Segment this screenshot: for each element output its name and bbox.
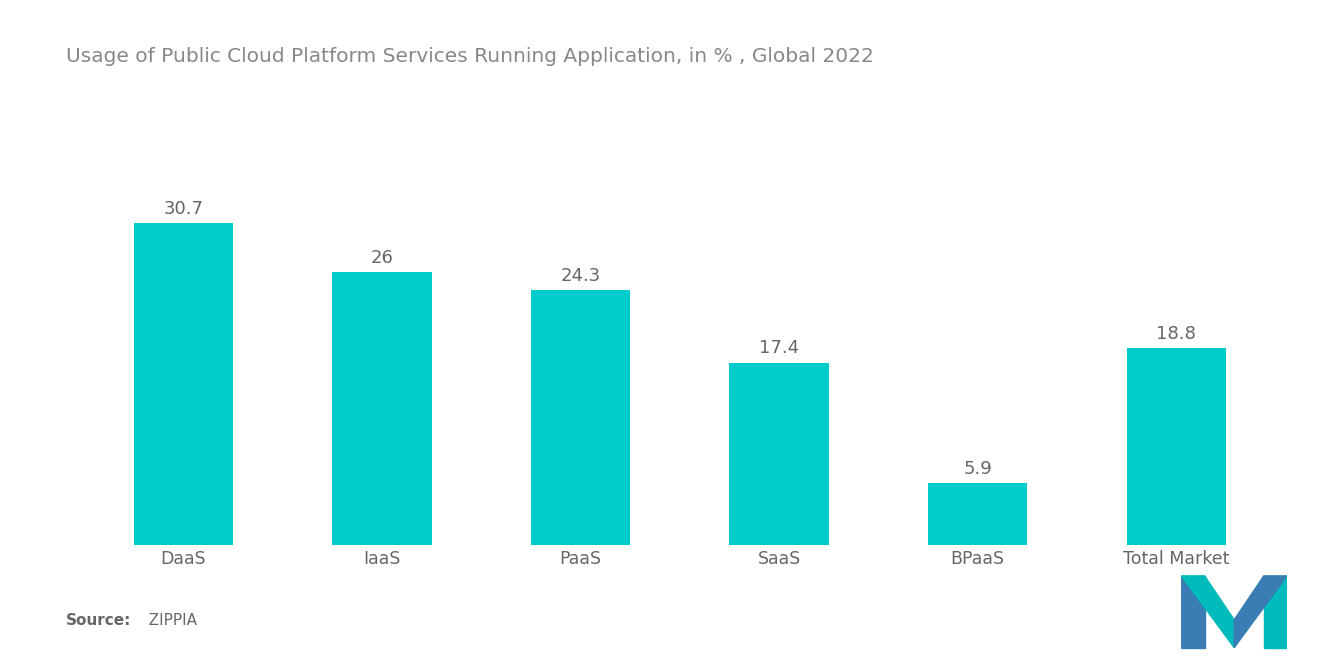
Text: 30.7: 30.7 xyxy=(164,200,203,217)
Bar xyxy=(928,483,1027,545)
Bar xyxy=(1181,576,1205,648)
Bar xyxy=(730,362,829,545)
Bar xyxy=(333,272,432,545)
Polygon shape xyxy=(1234,576,1287,648)
Text: 18.8: 18.8 xyxy=(1156,325,1196,342)
Text: ZIPPIA: ZIPPIA xyxy=(139,613,197,628)
Bar xyxy=(1263,576,1287,648)
Text: 24.3: 24.3 xyxy=(561,267,601,285)
Polygon shape xyxy=(1181,576,1234,648)
Text: 26: 26 xyxy=(371,249,393,267)
Bar xyxy=(1126,348,1226,545)
Bar xyxy=(133,223,234,545)
Text: Usage of Public Cloud Platform Services Running Application, in % , Global 2022: Usage of Public Cloud Platform Services … xyxy=(66,47,874,66)
Bar xyxy=(531,290,630,545)
Text: Source:: Source: xyxy=(66,613,132,628)
Text: 5.9: 5.9 xyxy=(964,460,993,478)
Text: 17.4: 17.4 xyxy=(759,339,799,357)
